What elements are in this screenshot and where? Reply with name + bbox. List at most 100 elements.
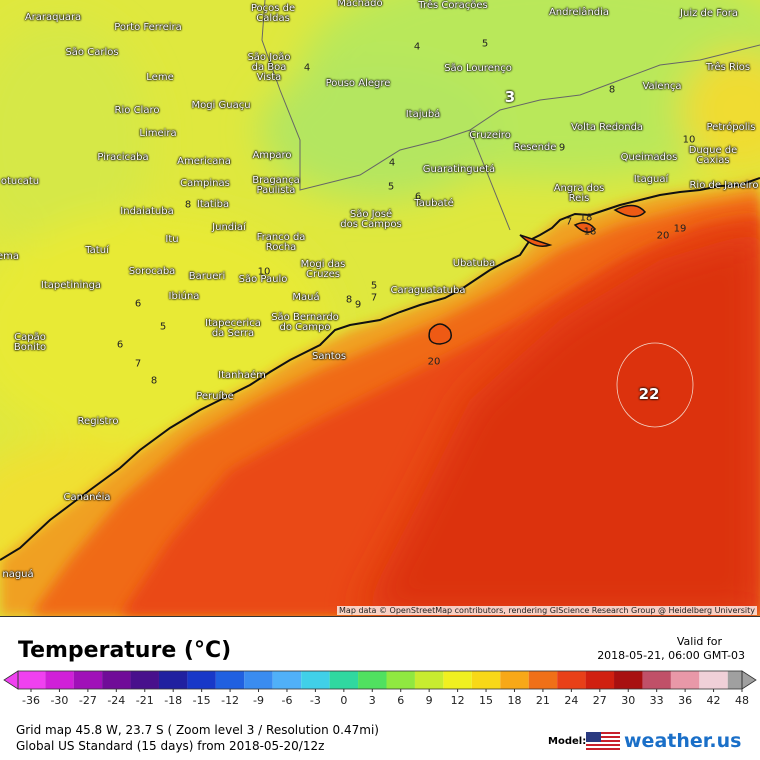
colorbar-segment [670, 671, 700, 689]
city-label: Andrelândia [548, 7, 610, 18]
state-border [469, 129, 511, 231]
city-label: Bragança Paulista [252, 175, 300, 196]
colorbar-tick-label: -30 [50, 694, 68, 707]
contour-label: 9 [558, 142, 566, 154]
city-label: Rio Claro [114, 105, 160, 116]
city-label: Jundiaí [212, 222, 246, 233]
contour-label: 18 [583, 226, 597, 238]
city-label: Peruíbe [196, 391, 234, 402]
city-label: Valença [642, 81, 682, 92]
city-label: Ubatuba [452, 258, 496, 269]
city-label: Franco da Rocha [256, 232, 306, 253]
colorbar-tick-label: -6 [281, 694, 292, 707]
city-label: Araraquara [24, 12, 82, 23]
city-label: Itaguaí [633, 174, 669, 185]
city-label: Mogi das Cruzes [300, 259, 346, 280]
colorbar-tick-label: -9 [253, 694, 264, 707]
colorbar-tick-label: 30 [621, 694, 635, 707]
city-label: Registro [77, 416, 119, 427]
flag-icon [586, 732, 620, 752]
city-label: Itajubá [405, 109, 441, 120]
city-label: São João da Boa Vista [247, 52, 291, 83]
colorbar-tick-label: 9 [426, 694, 433, 707]
city-label: Amparo [252, 150, 292, 161]
city-label: Barueri [188, 271, 226, 282]
city-label: Cananéia [63, 492, 111, 503]
city-label: Taubaté [414, 198, 454, 209]
city-label: Resende [513, 142, 557, 153]
city-label: Poços de Caldas [250, 3, 296, 24]
city-label: Itanhaém [218, 370, 266, 381]
city-label: Piracicaba [97, 152, 149, 163]
extreme-label: 3 [504, 88, 516, 106]
colorbar-segment [585, 671, 615, 689]
colorbar-segment [500, 671, 529, 689]
colorbar-tick-label: 0 [340, 694, 347, 707]
colorbar-tick-label: 24 [564, 694, 578, 707]
ocean-warmest [360, 230, 760, 616]
colorbar-tick-label: 33 [650, 694, 664, 707]
city-label: Porto Ferreira [114, 22, 182, 33]
contour-label: 8 [608, 84, 616, 96]
extreme-label: 22 [638, 385, 660, 403]
grid-info: Grid map 45.8 W, 23.7 S ( Zoom level 3 /… [16, 723, 379, 737]
map: 4 5 4 8 4 5 10 9 8 6 7 18 18 20 19 5 10 6 5 8 9 7 6 7 8 20 Araraqu… [0, 0, 760, 617]
colorbar-segment [557, 671, 586, 689]
contour-label: 8 [184, 199, 192, 211]
city-label: São Lourenço [444, 63, 512, 74]
city-label: Duque de Caxias [688, 145, 738, 166]
contour-label: 7 [370, 292, 378, 304]
colorbar-tick-label: 12 [451, 694, 465, 707]
contour-label: 9 [354, 299, 362, 311]
attribution: Map data © OpenStreetMap contributors, r… [337, 606, 757, 615]
colorbar-frame [17, 670, 743, 690]
colorbar-tick-label: 3 [369, 694, 376, 707]
colorbar-segment [18, 671, 46, 689]
colorbar-segment [699, 671, 728, 689]
colorbar-tick-label: 6 [397, 694, 404, 707]
colorbar-tick-label: 15 [479, 694, 493, 707]
colorbar-tick-label: -12 [221, 694, 239, 707]
contour-label: 20 [427, 356, 441, 368]
colorbar-tick-label: 27 [593, 694, 607, 707]
contour-label: 5 [481, 38, 489, 50]
city-label: Queimados [620, 152, 678, 163]
colorbar-segment [272, 671, 302, 689]
colorbar-tick-label: -36 [22, 694, 40, 707]
colorbar-tick-label: -21 [136, 694, 154, 707]
colorbar-segment [386, 671, 415, 689]
contour-label: 10 [257, 266, 271, 278]
valid-label: Valid for [676, 635, 722, 648]
legend-title: Temperature (°C) [18, 638, 232, 663]
colorbar-tick-label: 36 [678, 694, 692, 707]
colorbar-segment [642, 671, 671, 689]
colorbar-segment [244, 671, 273, 689]
city-label: Machado [337, 0, 383, 9]
colorbar-tick-label: 21 [536, 694, 550, 707]
contour-label: 6 [414, 191, 422, 203]
brand: weather.us [624, 730, 742, 752]
city-label: São Bernardo do Campo [271, 312, 339, 333]
city-label: Campinas [180, 178, 230, 189]
contour-label: 5 [159, 321, 167, 333]
contour-label: 8 [345, 294, 353, 306]
colorbar: -36 -30 -27 -24 -21 -18 -15 -12 -9 -6 -3 0 3 6 9 12 15 18… [3, 670, 757, 707]
city-label: Santos [311, 351, 347, 362]
coastline [0, 177, 760, 561]
colorbar-arrow [3, 670, 19, 690]
city-label: Três Corações [418, 0, 488, 11]
colorbar-segment [443, 671, 472, 689]
colorbar-segment [158, 671, 188, 689]
colorbar-segment [45, 671, 74, 689]
city-label: ema [0, 251, 20, 262]
colorbar-segment [329, 671, 359, 689]
city-label: naguá [2, 569, 34, 580]
colorbar-tick-label: 18 [507, 694, 521, 707]
contour [616, 342, 694, 428]
colorbar-segment [528, 671, 558, 689]
contour-label: 5 [370, 280, 378, 292]
colorbar-segment [215, 671, 245, 689]
contour-label: 7 [565, 216, 573, 228]
colorbar-tick-label: 42 [707, 694, 721, 707]
city-label: Três Rios [705, 62, 751, 73]
